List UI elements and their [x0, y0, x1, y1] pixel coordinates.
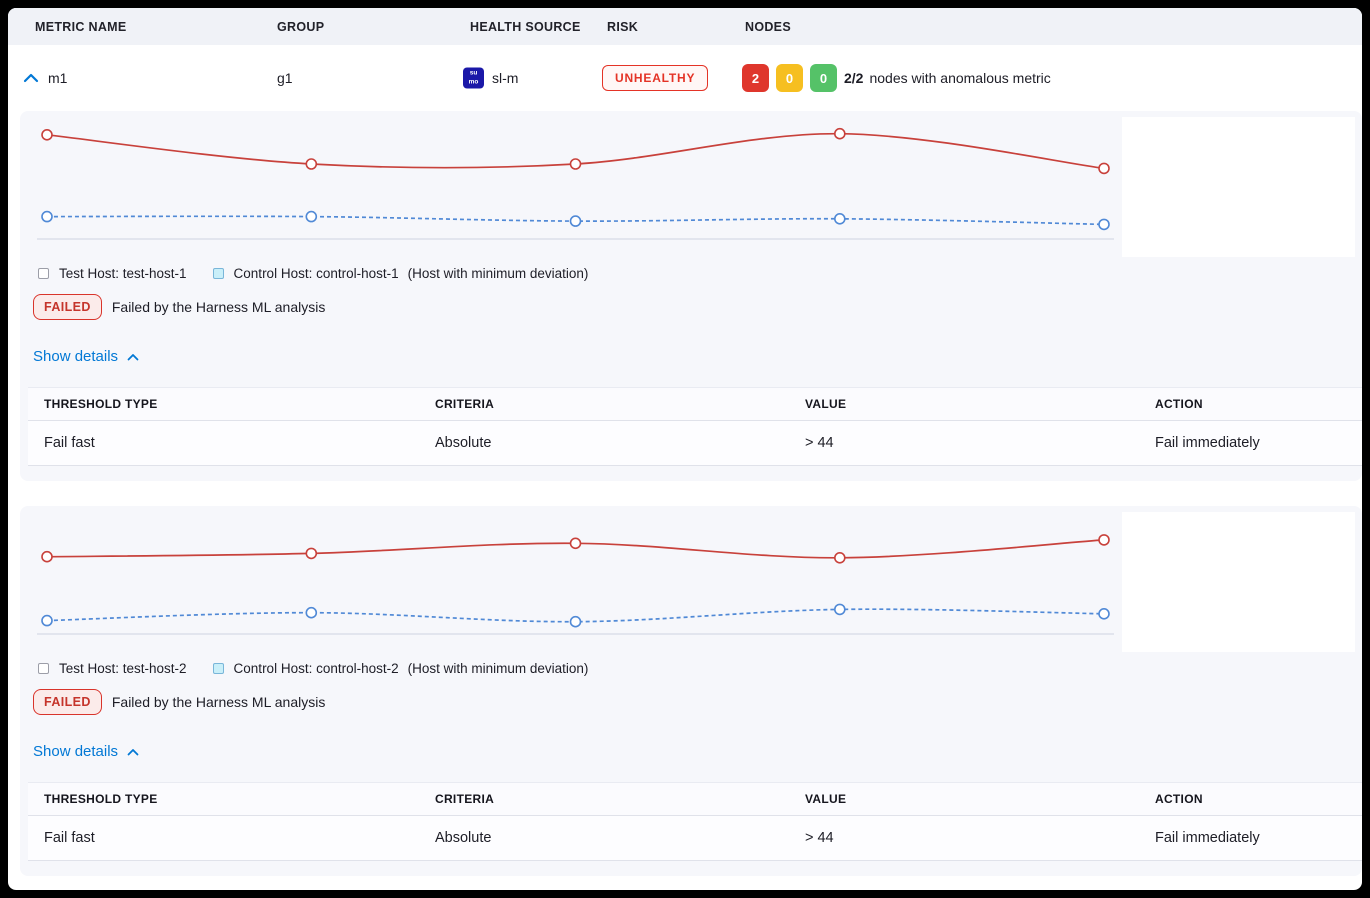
line-chart-2[interactable]	[33, 512, 1118, 658]
cell-threshold-type: Fail fast	[28, 815, 419, 861]
failed-badge: FAILED	[33, 293, 102, 320]
th-value: VALUE	[789, 782, 1139, 816]
threshold-details-table-2: THRESHOLD TYPE CRITERIA VALUE ACTION Fai…	[28, 782, 1362, 861]
metric-name-value: m1	[48, 70, 68, 86]
cell-threshold-type: Fail fast	[28, 420, 419, 466]
chart-row	[33, 117, 1362, 263]
cell-action: Fail immediately	[1139, 815, 1362, 861]
sumo-logic-icon: su mo	[463, 67, 484, 89]
test-host-legend-swatch[interactable]	[38, 268, 49, 279]
col-health-source: HEALTH SOURCE	[470, 19, 581, 34]
control-host-legend-swatch[interactable]	[212, 663, 224, 674]
metric-chart-2[interactable]	[33, 512, 1118, 658]
node-count-badges: 2 0 0	[742, 64, 837, 92]
th-criteria: CRITERIA	[419, 782, 789, 816]
cell-criteria: Absolute	[419, 420, 789, 466]
table-row: Fail fast Absolute > 44 Fail immediately	[28, 815, 1362, 861]
minimum-deviation-note: (Host with minimum deviation)	[407, 266, 589, 281]
th-criteria: CRITERIA	[419, 387, 789, 421]
show-details-toggle-2[interactable]: Show details	[33, 742, 139, 761]
chevron-up-icon	[127, 748, 139, 755]
cell-value: > 44	[789, 815, 1139, 861]
chart-legend-2: Test Host: test-host-2 Control Host: con…	[38, 660, 1362, 677]
th-threshold-type: THRESHOLD TYPE	[28, 387, 419, 421]
host-analysis-card-1: Test Host: test-host-1 Control Host: con…	[20, 111, 1362, 481]
metric-chart-1[interactable]	[33, 117, 1118, 263]
health-source-value: sl-m	[492, 70, 519, 86]
host-analysis-card-2: Test Host: test-host-2 Control Host: con…	[20, 506, 1362, 876]
th-value: VALUE	[789, 387, 1139, 421]
col-risk: RISK	[607, 19, 639, 34]
th-action: ACTION	[1139, 387, 1362, 421]
chart-row	[33, 512, 1362, 658]
th-action: ACTION	[1139, 782, 1362, 816]
warning-node-count-badge: 0	[776, 64, 803, 92]
chart-side-panel-1	[1122, 117, 1355, 257]
column-header-bar: METRIC NAME GROUP HEALTH SOURCE RISK NOD…	[8, 8, 1362, 45]
col-metric-name: METRIC NAME	[35, 19, 127, 34]
group-value: g1	[277, 70, 293, 86]
analysis-status-row: FAILED Failed by the Harness ML analysis	[33, 688, 1362, 715]
sumo-logo-line2: mo	[468, 78, 479, 85]
verification-panel: METRIC NAME GROUP HEALTH SOURCE RISK NOD…	[8, 8, 1362, 890]
failed-badge: FAILED	[33, 688, 102, 715]
threshold-details-table-1: THRESHOLD TYPE CRITERIA VALUE ACTION Fai…	[28, 387, 1362, 466]
test-host-legend-label[interactable]: Test Host: test-host-1	[59, 266, 187, 281]
table-row: Fail fast Absolute > 44 Fail immediately	[28, 420, 1362, 466]
minimum-deviation-note: (Host with minimum deviation)	[407, 661, 589, 676]
th-threshold-type: THRESHOLD TYPE	[28, 782, 419, 816]
metric-row[interactable]: m1 g1 su mo sl-m UNHEALTHY 2 0 0 2/2 node…	[8, 45, 1362, 111]
sumo-logo-line1: su	[469, 69, 478, 77]
show-details-label[interactable]: Show details	[33, 348, 119, 365]
show-details-label[interactable]: Show details	[33, 743, 119, 760]
risk-badge: UNHEALTHY	[602, 65, 709, 91]
table-header-row: THRESHOLD TYPE CRITERIA VALUE ACTION	[28, 387, 1362, 421]
nodes-summary: 2/2 nodes with anomalous metric	[844, 70, 1051, 86]
table-header-row: THRESHOLD TYPE CRITERIA VALUE ACTION	[28, 782, 1362, 816]
control-host-legend-label[interactable]: Control Host: control-host-1	[233, 266, 399, 281]
analysis-status-row: FAILED Failed by the Harness ML analysis	[33, 293, 1362, 320]
cell-value: > 44	[789, 420, 1139, 466]
cell-criteria: Absolute	[419, 815, 789, 861]
control-host-legend-label[interactable]: Control Host: control-host-2	[233, 661, 399, 676]
show-details-toggle-1[interactable]: Show details	[33, 347, 139, 366]
collapse-chevron-icon[interactable]	[22, 72, 40, 84]
line-chart-1[interactable]	[33, 117, 1118, 263]
chevron-up-icon	[127, 353, 139, 360]
failed-reason-text: Failed by the Harness ML analysis	[111, 298, 326, 315]
chart-legend-1: Test Host: test-host-1 Control Host: con…	[38, 265, 1362, 282]
nodes-ratio: 2/2	[844, 70, 864, 86]
cell-action: Fail immediately	[1139, 420, 1362, 466]
col-group: GROUP	[277, 19, 325, 34]
healthy-node-count-badge: 0	[810, 64, 837, 92]
chart-side-panel-2	[1122, 512, 1355, 652]
failed-reason-text: Failed by the Harness ML analysis	[111, 693, 326, 710]
test-host-legend-swatch[interactable]	[38, 663, 49, 674]
failed-node-count-badge: 2	[742, 64, 769, 92]
nodes-summary-text: nodes with anomalous metric	[869, 70, 1051, 86]
test-host-legend-label[interactable]: Test Host: test-host-2	[59, 661, 187, 676]
col-nodes: NODES	[745, 19, 791, 34]
control-host-legend-swatch[interactable]	[212, 268, 224, 279]
